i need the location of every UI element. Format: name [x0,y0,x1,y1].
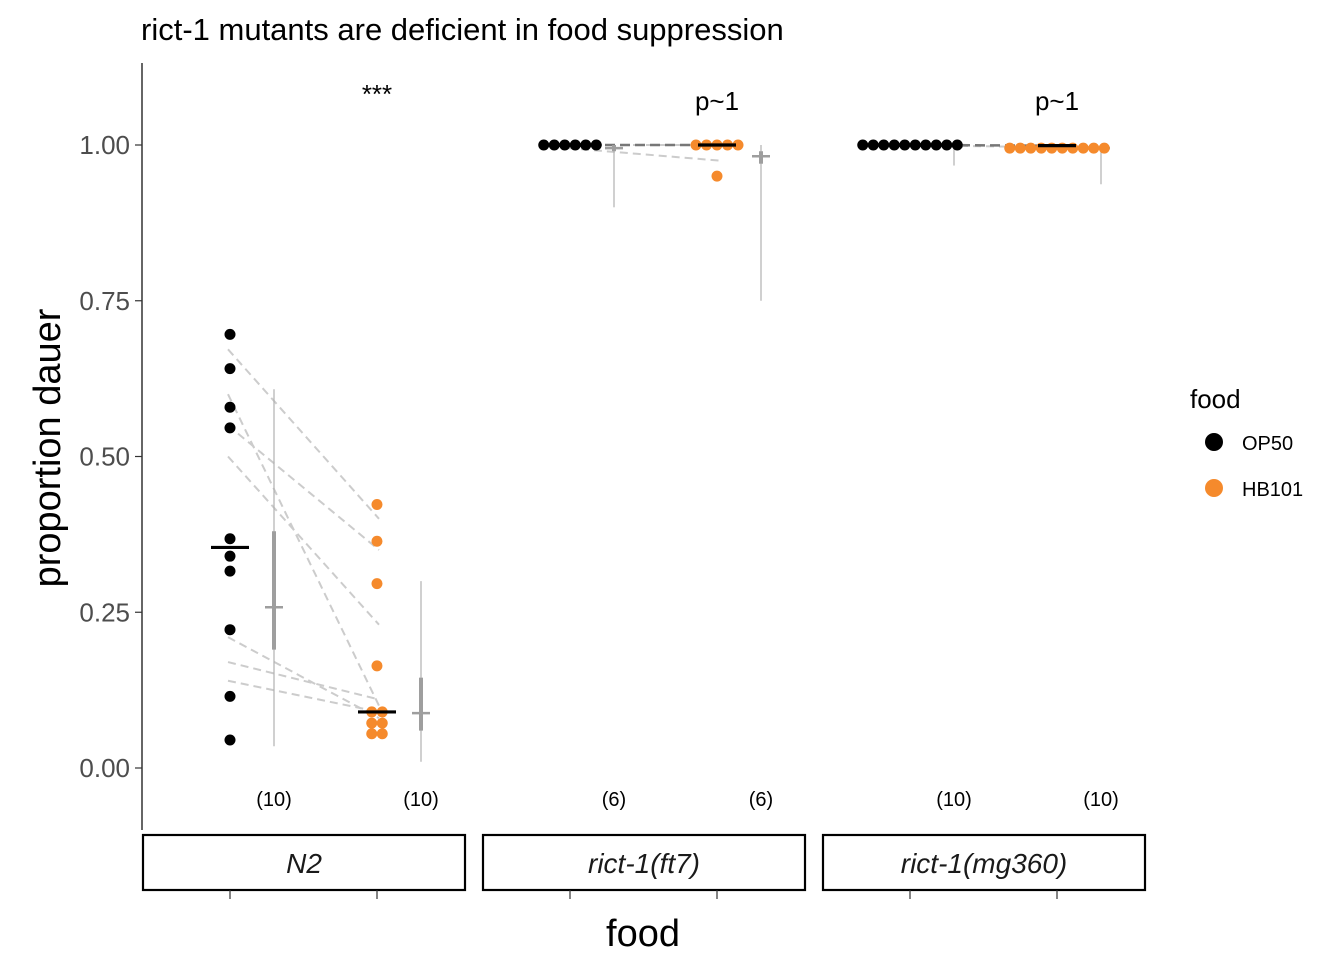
pair-line [227,455,380,626]
data-point [711,170,723,182]
data-point [376,728,388,740]
plot-area: 0.00 0.25 0.50 0.75 1.00 (10) (10) *** N2 (6) (6) p… [79,63,1147,899]
panel-strip-label: N2 [286,848,322,879]
panel-strip [141,833,467,892]
data-point [538,139,550,151]
legend-label-hb101: HB101 [1242,479,1303,501]
panel-strip [481,833,807,892]
data-point [366,728,378,740]
x-axis-title: food [606,913,680,955]
data-point [371,535,383,547]
y-tick-label: 1.00 [79,130,130,160]
data-point [376,717,388,729]
data-point [1004,142,1016,154]
pair-line [227,348,380,520]
data-point [371,660,383,672]
legend-title: food [1190,384,1241,414]
data-point [1014,142,1026,154]
legend-key-op50 [1205,433,1223,451]
data-point [690,139,702,151]
data-point [732,139,744,151]
data-point [930,139,942,151]
n-label: (10) [403,789,439,811]
data-point [224,533,236,545]
data-point [867,139,879,151]
data-point [224,363,236,375]
data-point [1025,142,1037,154]
significance-label: *** [362,79,392,109]
data-point [224,328,236,340]
data-point [371,578,383,590]
data-point [224,565,236,577]
n-label: (10) [936,789,972,811]
data-point [224,690,236,702]
data-point [951,139,963,151]
panel-strip-label: rict-1(ft7) [588,848,700,879]
y-tick-label: 0.50 [79,442,130,472]
data-point [224,624,236,636]
significance-label: p~1 [695,86,739,116]
data-point [1077,142,1089,154]
y-tick-label: 0.00 [79,753,130,783]
data-point [366,717,378,729]
y-tick-label: 0.25 [79,597,130,627]
n-label: (6) [602,789,626,811]
panel-strip [821,833,1147,892]
pair-line [227,393,380,707]
chart-title: rict-1 mutants are deficient in food sup… [141,12,784,47]
data-point [224,550,236,562]
pair-line [227,661,380,701]
n-label: (10) [1083,789,1119,811]
significance-label: p~1 [1035,86,1079,116]
data-point [371,498,383,510]
pair-line [227,679,380,713]
data-point [857,139,869,151]
data-point [590,139,602,151]
data-point [224,401,236,413]
n-label: (6) [749,789,773,811]
panel-strip-label: rict-1(mg360) [901,848,1067,879]
data-point [941,139,953,151]
legend-key-hb101 [1205,479,1223,497]
data-point [224,734,236,746]
data-point [1088,142,1100,154]
data-point [224,422,236,434]
data-point [878,139,890,151]
data-point [1098,142,1110,154]
n-label: (10) [256,789,292,811]
legend-label-op50: OP50 [1242,433,1293,455]
pair-line [227,424,380,551]
pair-line [227,636,380,720]
y-tick-label: 0.75 [79,286,130,316]
legend: food OP50 HB101 [1190,384,1303,501]
y-axis-title: proportion dauer [27,308,69,587]
